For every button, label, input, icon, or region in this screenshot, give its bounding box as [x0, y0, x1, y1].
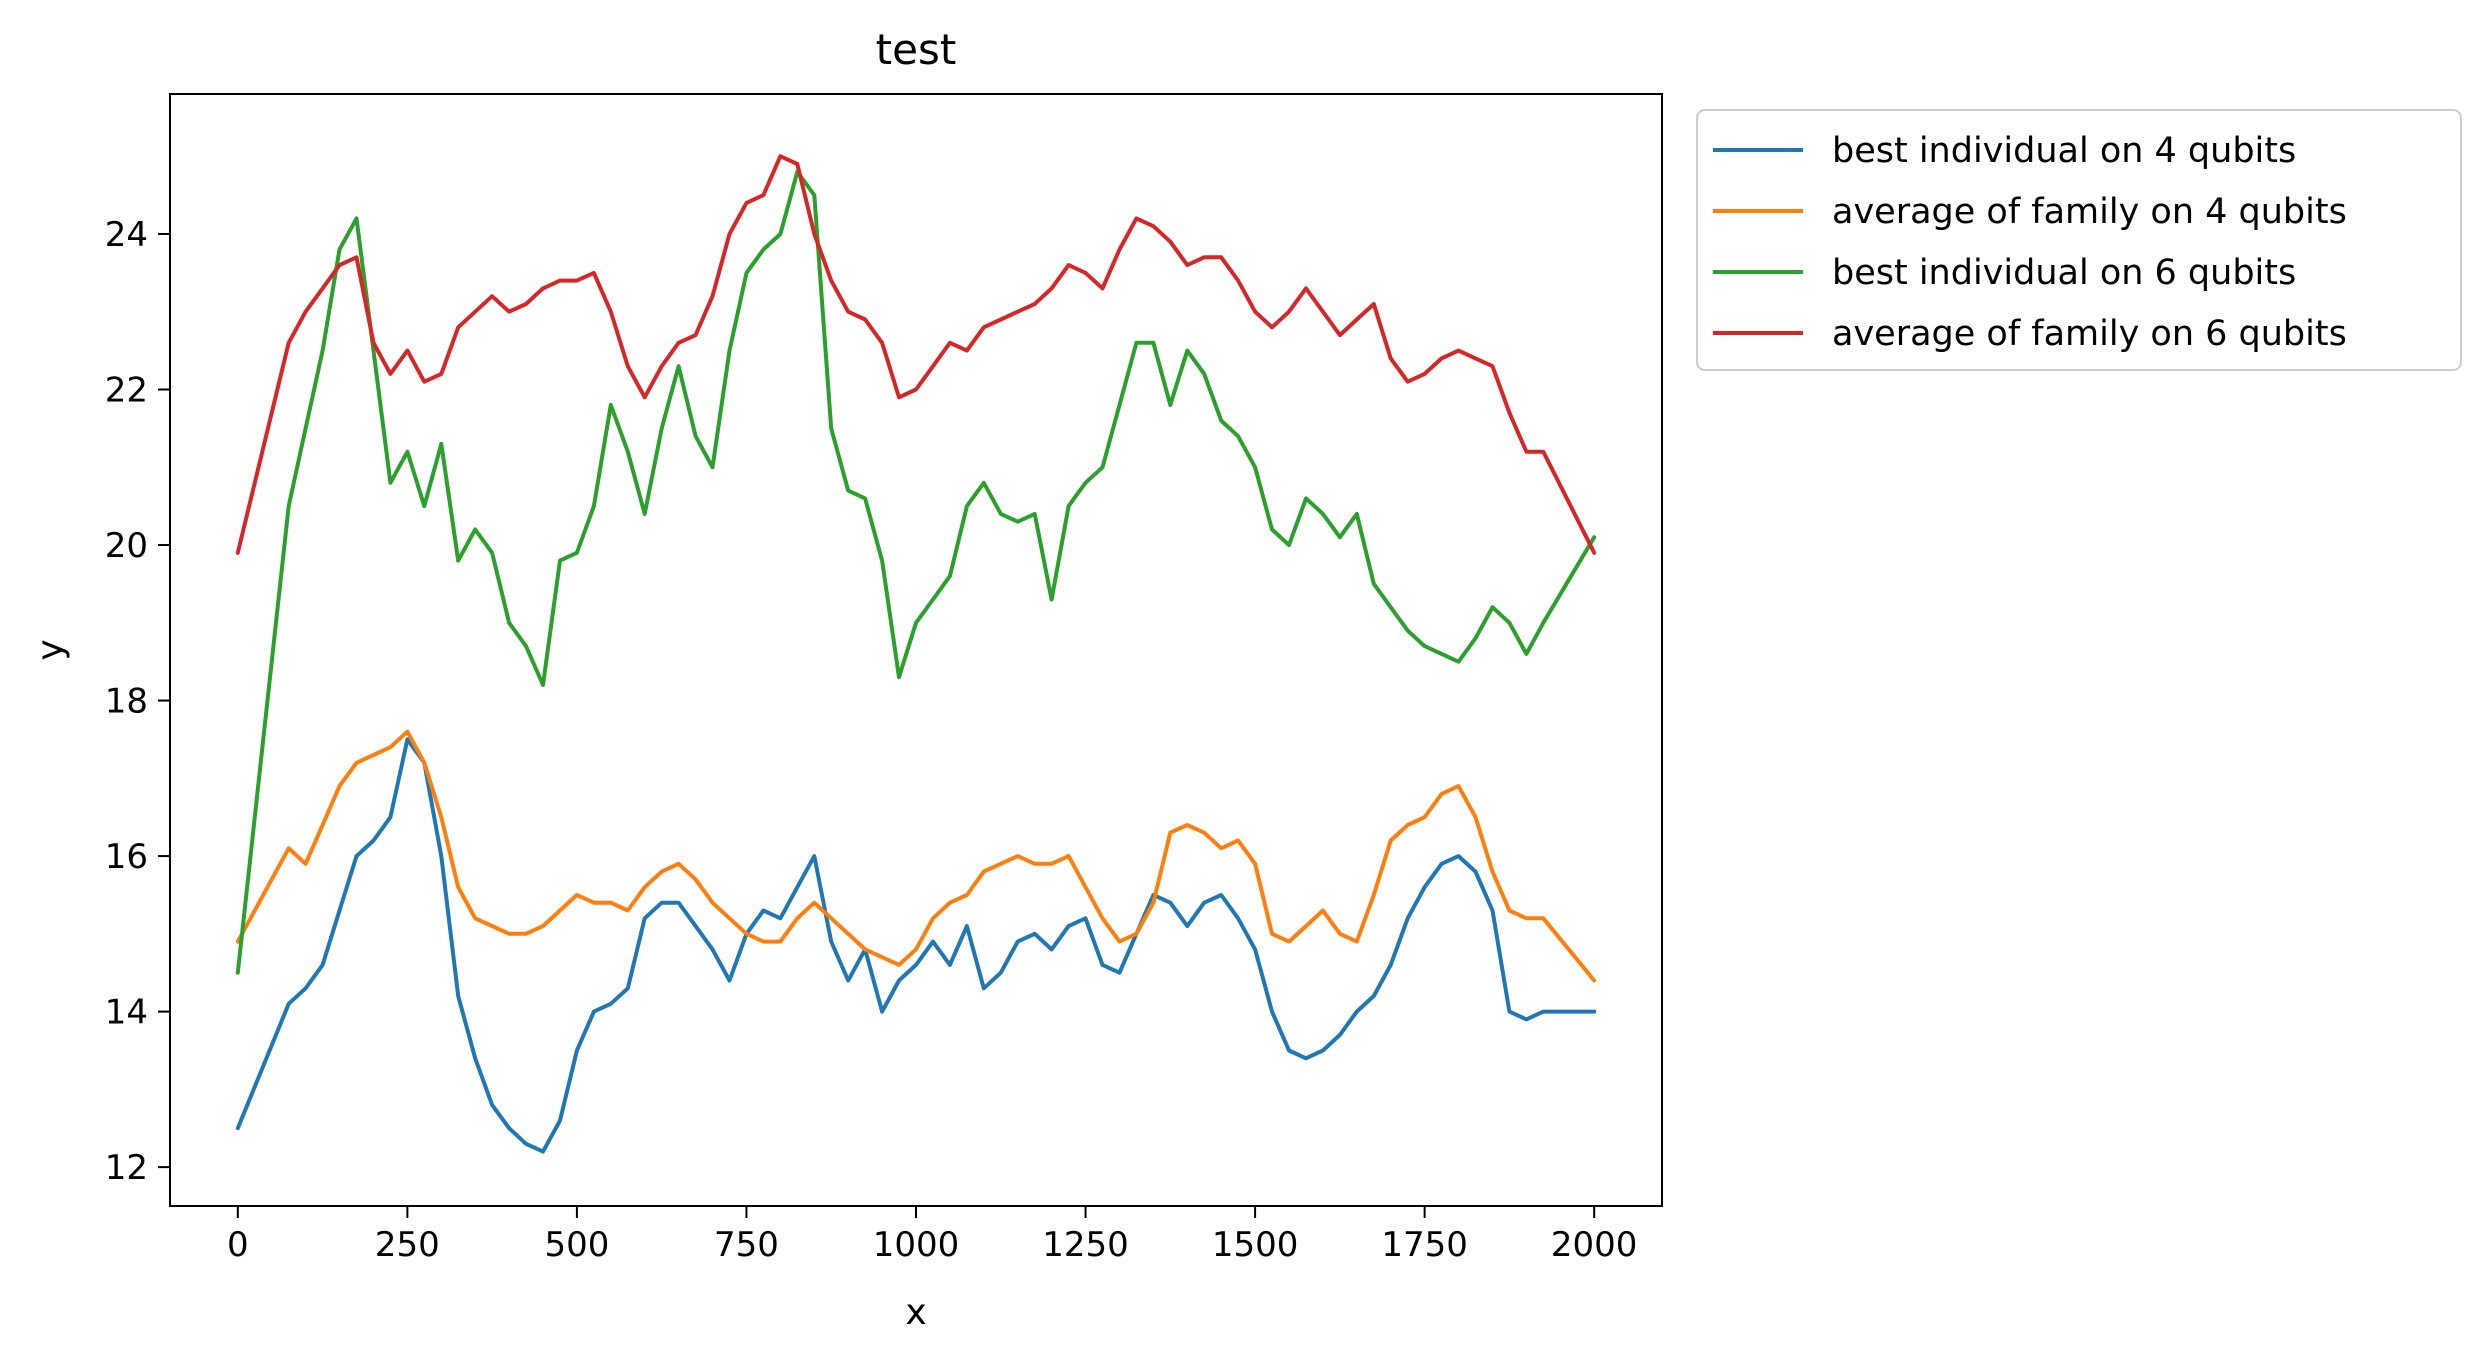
- y-axis-ticks: 12 14 16 18 20 22 24: [105, 215, 170, 1188]
- x-axis-ticks: 0 250 500 750 1000 1250 1500 1750 2000: [227, 1206, 1637, 1265]
- x-tick-label: 750: [714, 1225, 779, 1265]
- y-tick-label: 18: [105, 682, 148, 722]
- legend-items: best individual on 4 qubits average of fa…: [1713, 131, 2347, 354]
- y-tick-label: 22: [105, 370, 148, 410]
- y-tick-label: 14: [105, 993, 148, 1033]
- x-tick-label: 2000: [1551, 1225, 1638, 1265]
- x-tick-label: 1750: [1381, 1225, 1468, 1265]
- legend-label-2: best individual on 6 qubits: [1832, 253, 2296, 293]
- series-line-1: [235, 729, 1597, 983]
- x-tick-label: 1000: [873, 1225, 960, 1265]
- x-tick-label: 1500: [1212, 1225, 1299, 1265]
- legend: best individual on 4 qubits average of fa…: [1696, 109, 2462, 371]
- x-tick-label: 500: [544, 1225, 609, 1265]
- legend-label-1: average of family on 4 qubits: [1832, 192, 2347, 232]
- y-tick-label: 24: [105, 215, 148, 255]
- y-tick-label: 20: [105, 526, 148, 566]
- legend-frame: [1696, 109, 2462, 371]
- x-axis-label: x: [905, 1292, 926, 1333]
- legend-label-3: average of family on 6 qubits: [1832, 314, 2347, 354]
- x-tick-label: 250: [375, 1225, 440, 1265]
- x-tick-label: 0: [227, 1225, 249, 1265]
- series-line-0: [235, 737, 1597, 1154]
- series-layer: [235, 154, 1597, 1154]
- y-tick-label: 16: [105, 837, 148, 877]
- chart-title: test: [876, 25, 957, 74]
- y-tick-label: 12: [105, 1148, 148, 1188]
- series-line-2: [235, 169, 1597, 975]
- x-tick-label: 1250: [1042, 1225, 1129, 1265]
- series-line-3: [235, 154, 1597, 555]
- y-axis-label: y: [30, 639, 71, 660]
- legend-label-0: best individual on 4 qubits: [1832, 131, 2296, 171]
